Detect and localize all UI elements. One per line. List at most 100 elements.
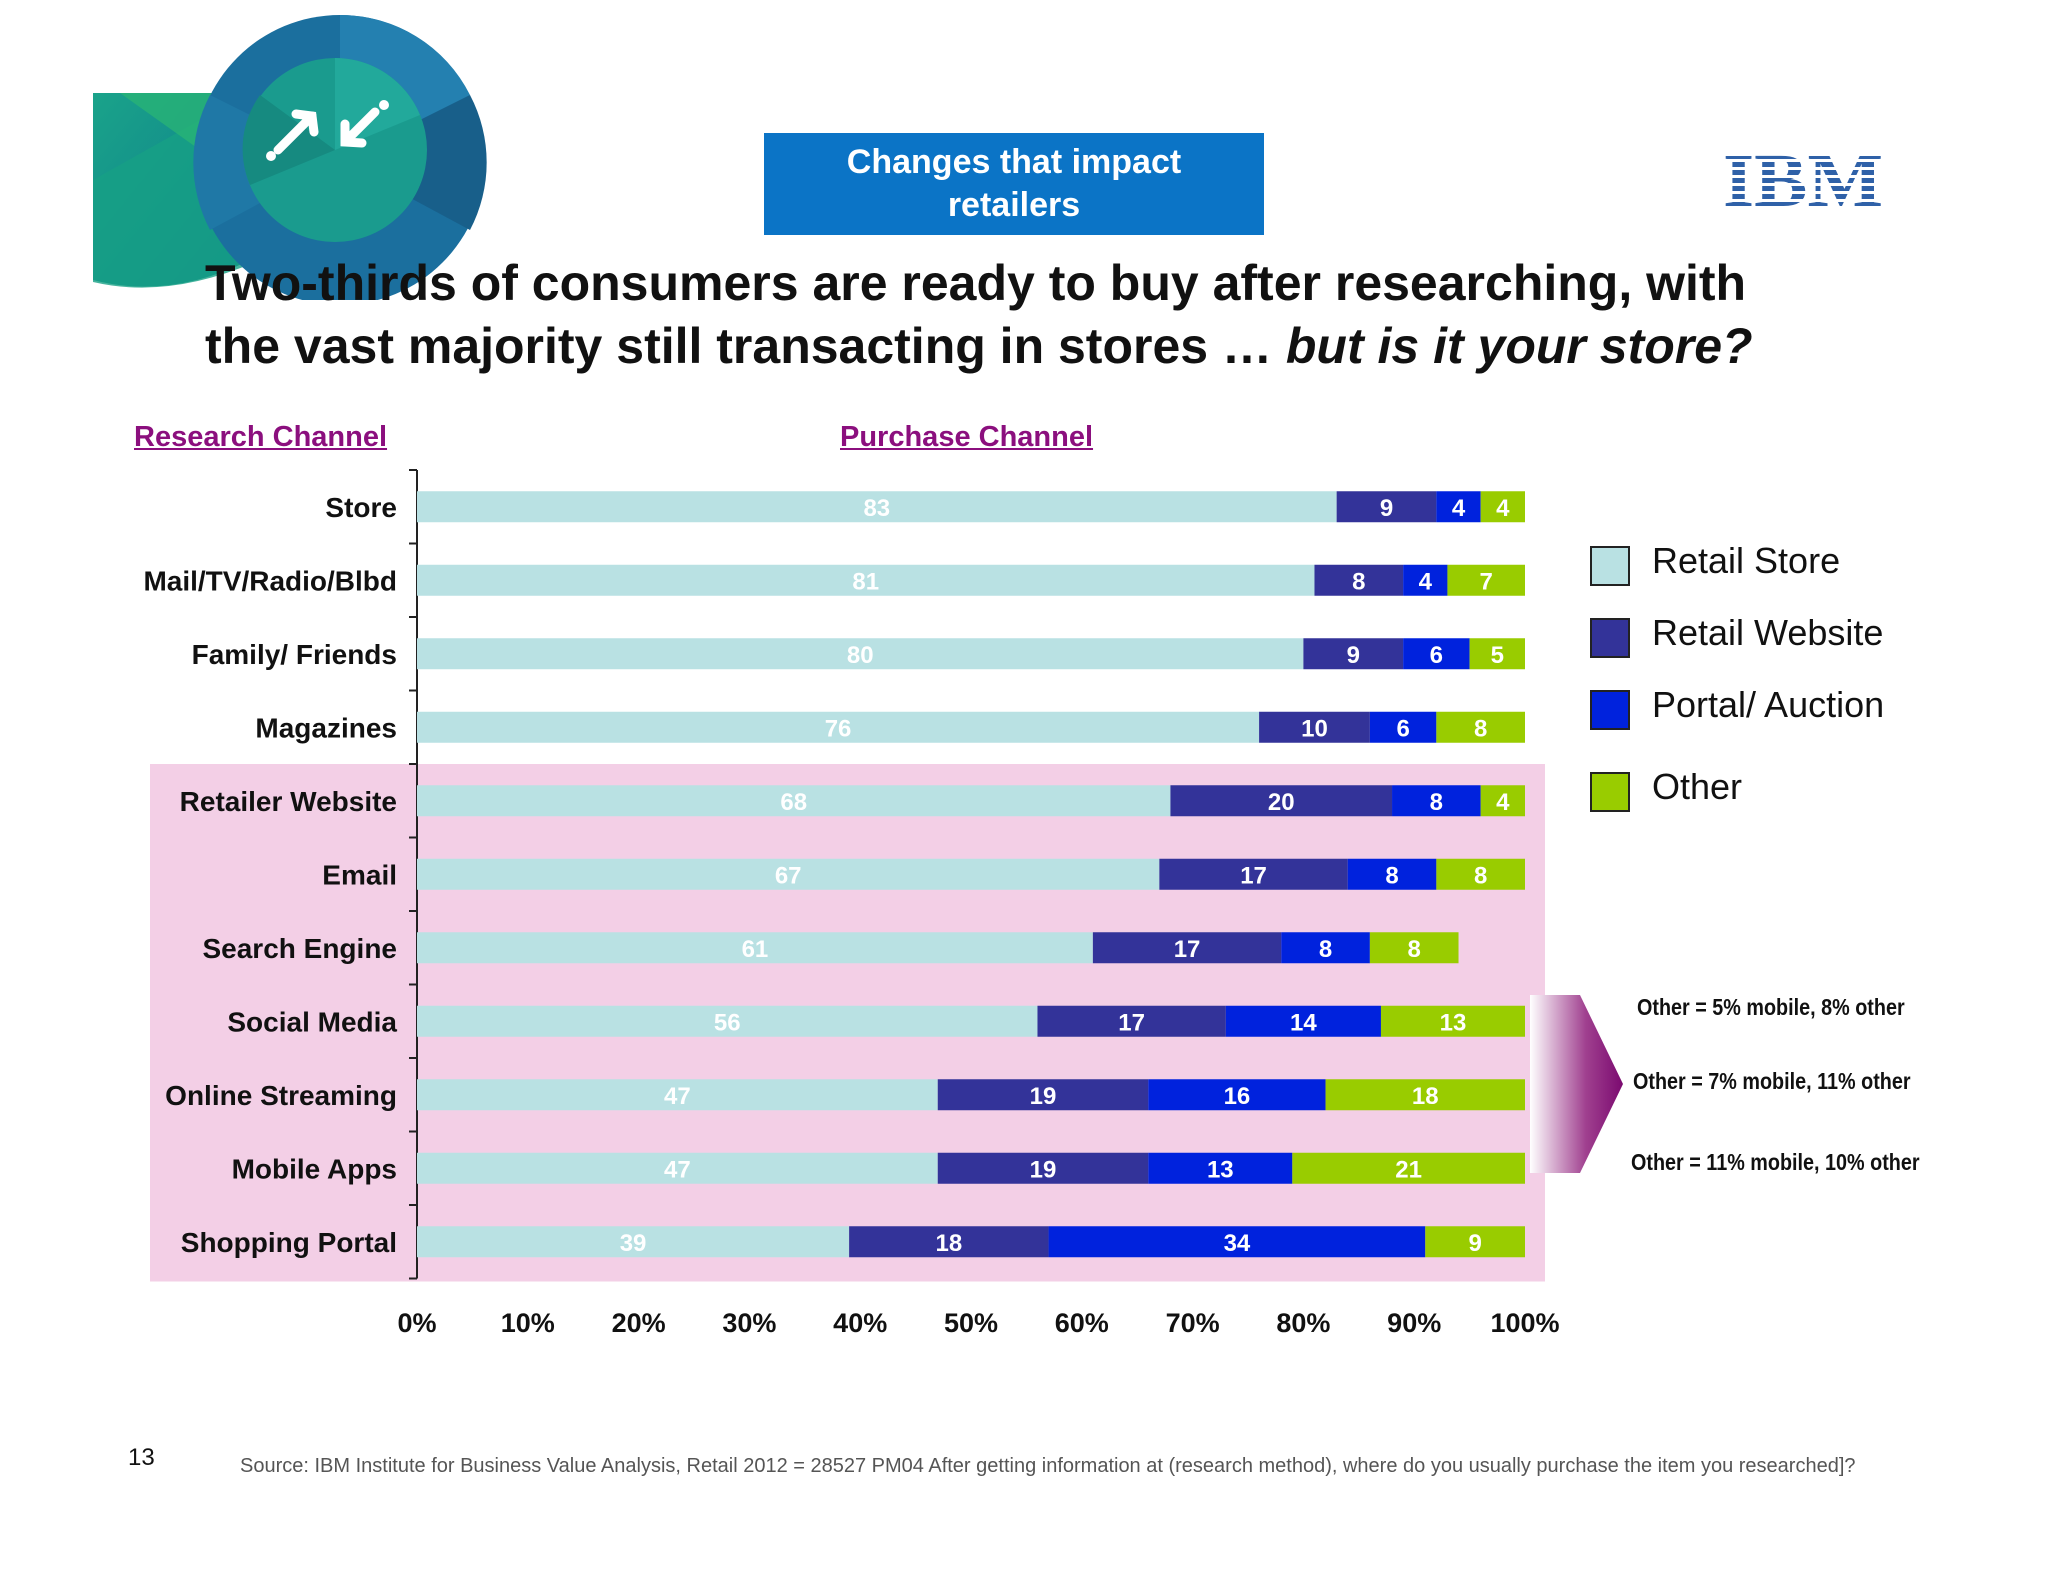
bar-segment <box>1148 1079 1326 1111</box>
bar-segment <box>1447 564 1525 596</box>
x-tick-label: 70% <box>1166 1308 1220 1338</box>
bar-segment <box>1436 711 1525 743</box>
category-label: Retailer Website <box>180 786 397 817</box>
x-tick-label: 0% <box>397 1308 436 1338</box>
legend-swatch-retail-store <box>1590 546 1630 586</box>
bar-segment <box>1403 564 1448 596</box>
data-label: 19 <box>1030 1156 1057 1183</box>
legend-label: Retail Store <box>1652 540 1841 581</box>
data-label: 17 <box>1240 862 1267 889</box>
bar-segment <box>1392 785 1481 817</box>
bar-segment <box>1325 1079 1525 1111</box>
data-label: 9 <box>1380 495 1393 522</box>
bar-segment <box>1159 858 1348 890</box>
svg-text:IBM: IBM <box>1723 146 1883 212</box>
bar-segment <box>417 638 1304 670</box>
legend-label: Other <box>1652 766 1743 807</box>
bar-segment <box>1369 711 1437 743</box>
data-label: 13 <box>1207 1156 1234 1183</box>
bar-segment <box>1148 1152 1293 1184</box>
data-label: 39 <box>620 1230 647 1257</box>
bar-segment <box>1347 858 1437 890</box>
category-label: Family/ Friends <box>192 639 397 670</box>
x-tick-label: 60% <box>1055 1308 1109 1338</box>
legend-label: Portal/ Auction <box>1652 684 1885 725</box>
bar-segment <box>417 1152 938 1184</box>
bar-segment <box>1037 1005 1226 1037</box>
x-tick-label: 40% <box>833 1308 887 1338</box>
bar-segment <box>1303 638 1404 670</box>
category-label: Email <box>322 859 397 890</box>
legend-swatch-portal-auction <box>1590 690 1630 730</box>
data-label: 61 <box>742 936 769 963</box>
bar-segment <box>1369 932 1459 964</box>
data-label: 5 <box>1491 642 1504 669</box>
bar-segment <box>1048 1226 1426 1258</box>
category-label: Shopping Portal <box>181 1227 397 1258</box>
bar-segment <box>1170 785 1393 817</box>
data-label: 18 <box>935 1230 962 1257</box>
research-channel-heading: Research Channel <box>134 421 388 453</box>
data-label: 7 <box>1480 568 1493 595</box>
data-label: 8 <box>1319 936 1332 963</box>
data-label: 4 <box>1496 789 1510 816</box>
data-label: 56 <box>714 1009 741 1036</box>
bar-segment <box>937 1152 1149 1184</box>
bar-segment <box>1292 1152 1525 1184</box>
ibm-logo: IBM <box>1723 146 1883 212</box>
x-tick-label: 20% <box>612 1308 666 1338</box>
bar-segment <box>1469 638 1525 670</box>
bar-segment <box>417 932 1093 964</box>
data-label: 8 <box>1385 862 1398 889</box>
data-label: 47 <box>664 1083 691 1110</box>
data-label: 6 <box>1430 642 1443 669</box>
legend-swatch-other <box>1590 772 1630 812</box>
data-label: 21 <box>1395 1156 1422 1183</box>
data-label: 34 <box>1224 1230 1251 1257</box>
data-label: 17 <box>1174 936 1201 963</box>
bar-segment <box>1436 491 1481 523</box>
bar-segment <box>1259 711 1370 743</box>
data-label: 18 <box>1412 1083 1439 1110</box>
category-label: Magazines <box>255 712 397 743</box>
purchase-channel-heading: Purchase Channel <box>840 421 1094 453</box>
bar-segment <box>1403 638 1470 670</box>
data-label: 10 <box>1301 715 1328 742</box>
data-label: 68 <box>780 789 807 816</box>
bar-segment <box>1480 491 1525 523</box>
note-social-media: Other = 5% mobile, 8% other <box>1637 994 1905 1020</box>
category-label: Store <box>325 492 397 523</box>
note-mobile-apps: Other = 11% mobile, 10% other <box>1631 1149 1920 1175</box>
bar-segment <box>417 711 1260 743</box>
bar-segment <box>937 1079 1149 1111</box>
x-tick-label: 50% <box>944 1308 998 1338</box>
x-tick-label: 100% <box>1490 1308 1559 1338</box>
data-label: 83 <box>863 495 890 522</box>
bar-segment <box>417 564 1315 596</box>
category-label: Mobile Apps <box>232 1153 397 1184</box>
data-label: 16 <box>1224 1083 1251 1110</box>
data-label: 4 <box>1452 495 1466 522</box>
page-number: 13 <box>128 1444 155 1471</box>
bar-segment <box>417 1226 850 1258</box>
category-label: Online Streaming <box>165 1080 397 1111</box>
data-label: 80 <box>847 642 874 669</box>
bar-segment <box>849 1226 1049 1258</box>
data-label: 4 <box>1496 495 1510 522</box>
data-label: 9 <box>1468 1230 1481 1257</box>
bar-segment <box>1380 1005 1525 1037</box>
source-note: Source: IBM Institute for Business Value… <box>240 1455 1856 1477</box>
legend-label: Retail Website <box>1652 612 1884 653</box>
data-label: 47 <box>664 1156 691 1183</box>
bar-segment <box>417 858 1160 890</box>
data-label: 9 <box>1347 642 1360 669</box>
bar-segment <box>417 1005 1038 1037</box>
section-banner: Changes that impact retailers <box>764 133 1264 235</box>
bar-segment <box>1092 932 1282 964</box>
data-label: 67 <box>775 862 802 889</box>
bar-segment <box>1281 932 1370 964</box>
data-label: 14 <box>1290 1009 1317 1036</box>
bar-segment <box>1436 858 1525 890</box>
bar-segment <box>1425 1226 1525 1258</box>
